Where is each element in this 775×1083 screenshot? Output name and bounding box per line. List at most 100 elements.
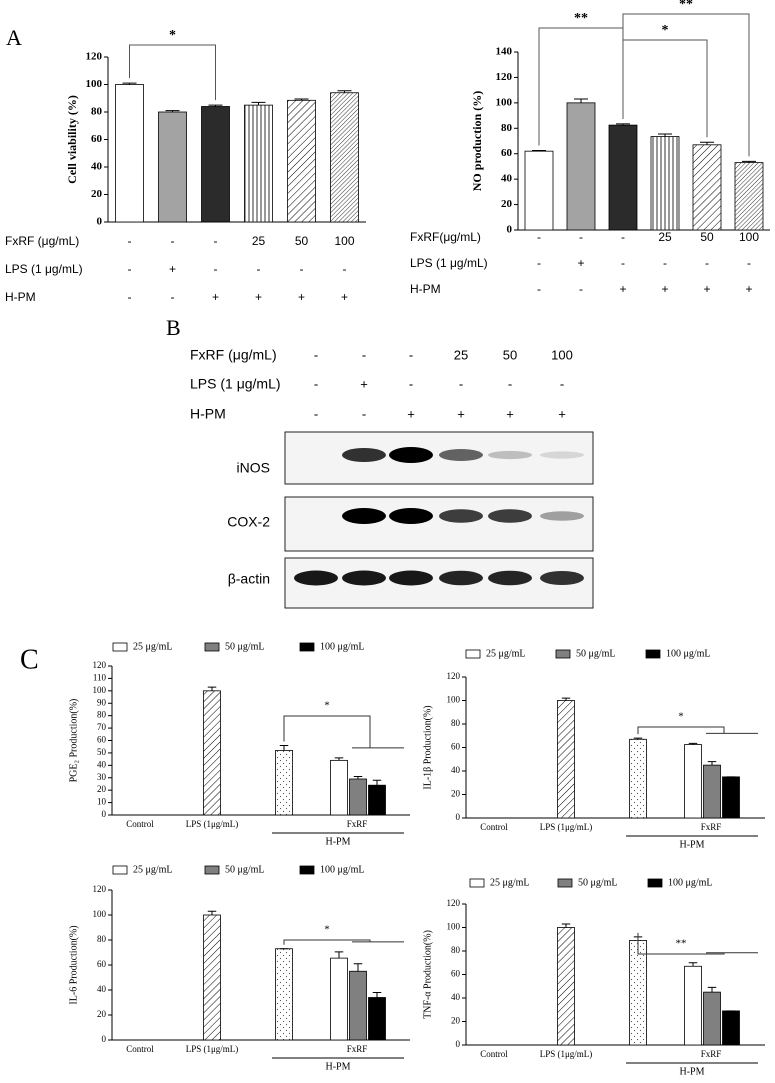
legend-swatch	[555, 649, 571, 659]
error-bar	[337, 90, 352, 93]
condition-value: 100	[739, 230, 759, 244]
bar	[608, 124, 638, 231]
significance-label: **	[574, 11, 588, 26]
blot-band	[439, 509, 483, 523]
bar	[244, 104, 273, 223]
y-tick-label: 120	[447, 898, 461, 908]
y-axis-label: TNF-α Production(%)	[422, 930, 433, 1019]
bar	[158, 111, 187, 223]
condition-value: +	[298, 290, 305, 304]
bar	[275, 750, 293, 816]
condition-value: 50	[503, 347, 517, 362]
y-tick-label: 0	[102, 1034, 107, 1044]
error-bar	[574, 98, 588, 103]
condition-value: -	[579, 230, 583, 244]
protein-label: COX-2	[227, 514, 270, 530]
condition-value: +	[360, 376, 368, 391]
blot-frame	[284, 557, 594, 609]
y-tick-label: 120	[86, 51, 103, 63]
blot-frame	[284, 431, 594, 485]
bar	[722, 776, 740, 819]
y-tick-label: 20	[97, 784, 107, 794]
condition-value: -	[214, 262, 218, 276]
y-tick-label: 0	[456, 1039, 461, 1049]
bar	[115, 84, 144, 223]
blot-band	[342, 448, 386, 462]
y-tick-label: 100	[496, 96, 513, 108]
error-bar	[334, 951, 344, 959]
condition-value: -	[560, 376, 564, 391]
condition-value: -	[579, 282, 583, 296]
condition-value: -	[314, 376, 318, 391]
blot-band	[342, 508, 386, 524]
condition-label: LPS (1 μg/mL)	[410, 256, 488, 270]
bar	[557, 700, 575, 819]
condition-value: -	[705, 256, 709, 270]
significance-label: *	[678, 711, 684, 723]
blot-band	[389, 447, 433, 463]
condition-value: +	[407, 406, 415, 421]
blot-band	[389, 570, 433, 586]
y-tick-label: 20	[97, 1009, 107, 1019]
bar	[524, 150, 554, 231]
blot-frame	[284, 496, 594, 552]
blot-band	[342, 570, 386, 586]
legend-swatch	[299, 642, 315, 652]
condition-value: 25	[252, 234, 266, 248]
error-bar	[122, 82, 137, 85]
significance-bracket	[622, 13, 750, 157]
y-tick-label: 0	[102, 809, 107, 819]
group-label: H-PM	[325, 836, 350, 847]
x-tick-label: LPS (1μg/mL)	[540, 1049, 593, 1059]
bar	[201, 106, 230, 223]
legend-swatch	[469, 878, 485, 888]
condition-value: -	[300, 262, 304, 276]
legend-swatch	[112, 865, 128, 875]
error-bar	[208, 104, 223, 107]
blot-band	[439, 570, 483, 586]
x-tick-label: FxRF	[347, 819, 368, 829]
condition-value: 100	[334, 234, 354, 248]
condition-label: H-PM	[410, 282, 441, 296]
condition-value: -	[214, 234, 218, 248]
error-bar	[532, 150, 546, 152]
y-tick-label: 60	[97, 959, 107, 969]
y-tick-label: 60	[97, 735, 107, 745]
y-tick-label: 40	[451, 992, 461, 1002]
blot-band	[389, 508, 433, 524]
error-bar	[742, 160, 756, 163]
y-tick-label: 90	[97, 697, 107, 707]
condition-value: -	[128, 290, 132, 304]
bar	[722, 1010, 740, 1046]
y-tick-label: 40	[97, 984, 107, 994]
bar	[330, 759, 348, 816]
condition-label: FxRF (μg/mL)	[5, 234, 79, 248]
condition-value: +	[506, 406, 514, 421]
condition-value: -	[663, 256, 667, 270]
legend-label: 100 μg/mL	[320, 641, 365, 652]
bar	[684, 965, 702, 1046]
condition-value: -	[171, 290, 175, 304]
condition-value: -	[362, 406, 366, 421]
y-tick-label: 40	[91, 161, 103, 173]
y-axis-label: NO production (%)	[470, 91, 484, 191]
bar	[684, 744, 702, 819]
y-tick-label: 110	[93, 672, 107, 682]
condition-value: +	[703, 282, 710, 296]
significance-bracket	[283, 715, 404, 749]
panel-label: C	[20, 644, 39, 675]
legend-swatch	[112, 642, 128, 652]
error-bar	[688, 742, 698, 745]
legend-label: 25 μg/mL	[133, 864, 173, 875]
legend-swatch	[557, 878, 573, 888]
condition-label: LPS (1 μg/mL)	[5, 262, 83, 276]
error-bar	[207, 686, 217, 691]
blot-band	[540, 571, 584, 585]
x-tick-label: Control	[480, 1049, 508, 1059]
condition-value: -	[314, 406, 318, 421]
y-tick-label: 100	[447, 922, 461, 932]
y-tick-label: 100	[447, 695, 461, 705]
error-bar	[707, 986, 717, 993]
legend-swatch	[465, 649, 481, 659]
condition-value: -	[621, 230, 625, 244]
